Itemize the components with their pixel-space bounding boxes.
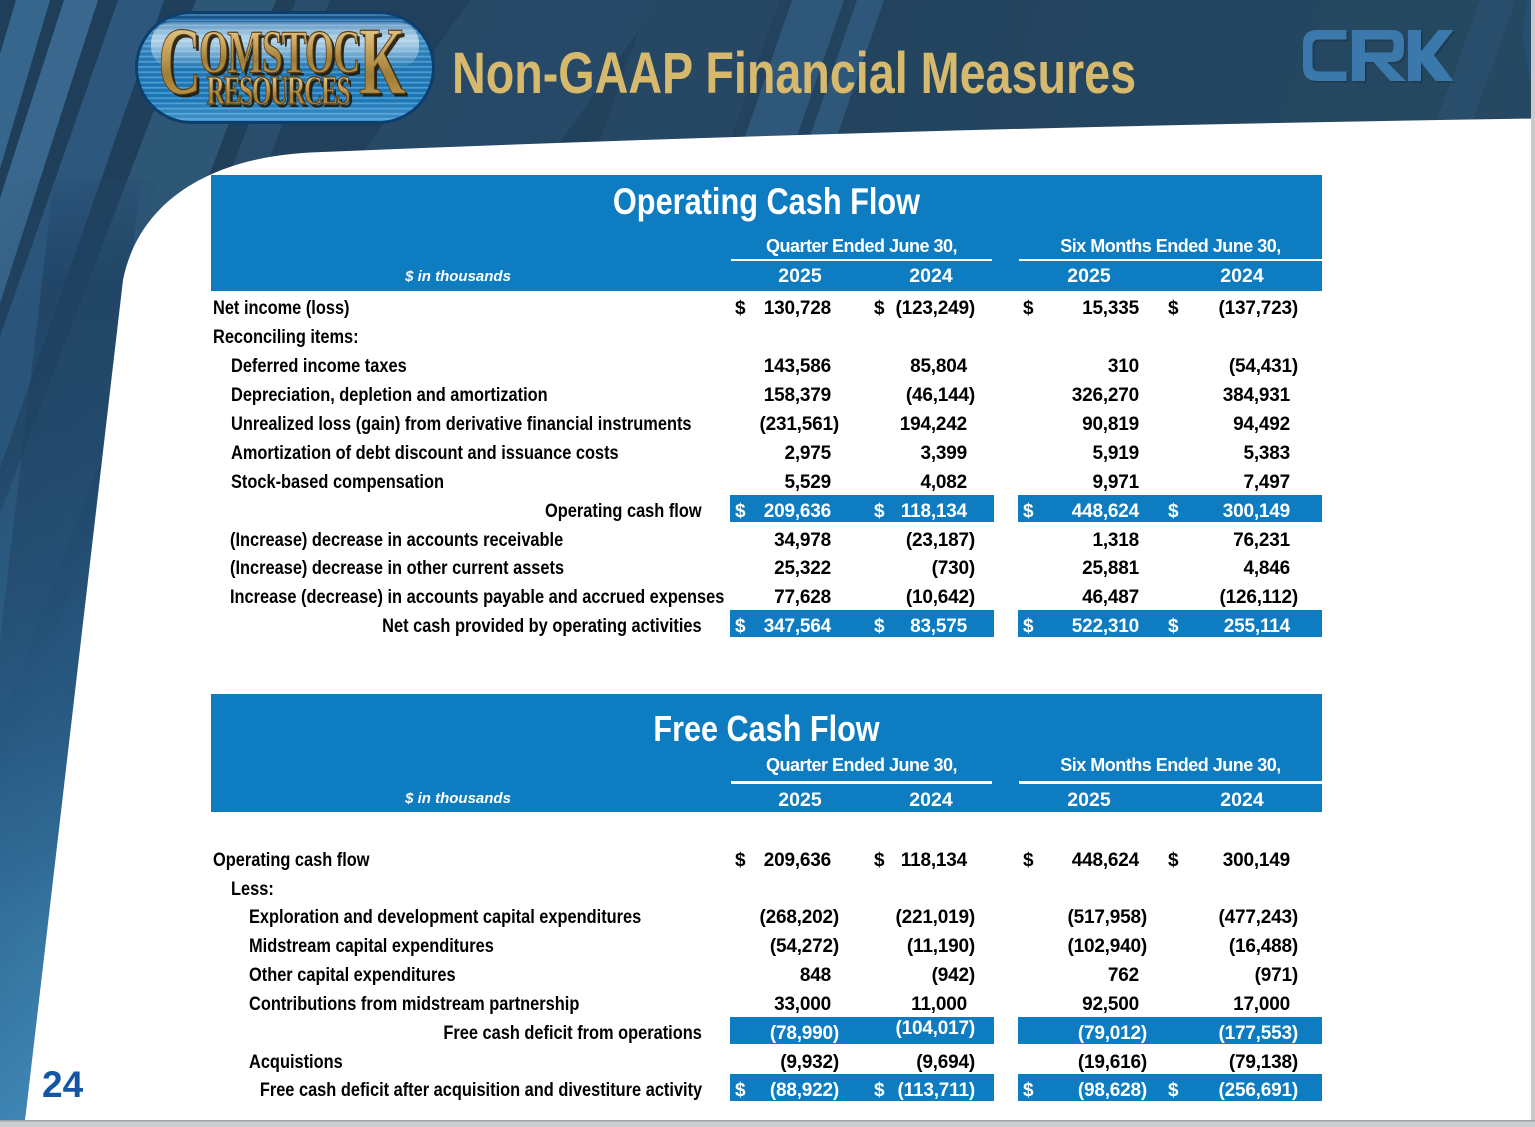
svg-text:K: K [362,12,408,118]
svg-text:OMSTOC: OMSTOC [199,18,359,85]
svg-text:C: C [161,12,204,118]
svg-text:RESOURCES: RESOURCES [207,69,350,113]
svg-text:OMSTOC: OMSTOC [202,21,362,88]
svg-text:K: K [359,9,405,115]
svg-text:RESOURCES: RESOURCES [209,72,352,116]
svg-text:C: C [158,9,201,115]
